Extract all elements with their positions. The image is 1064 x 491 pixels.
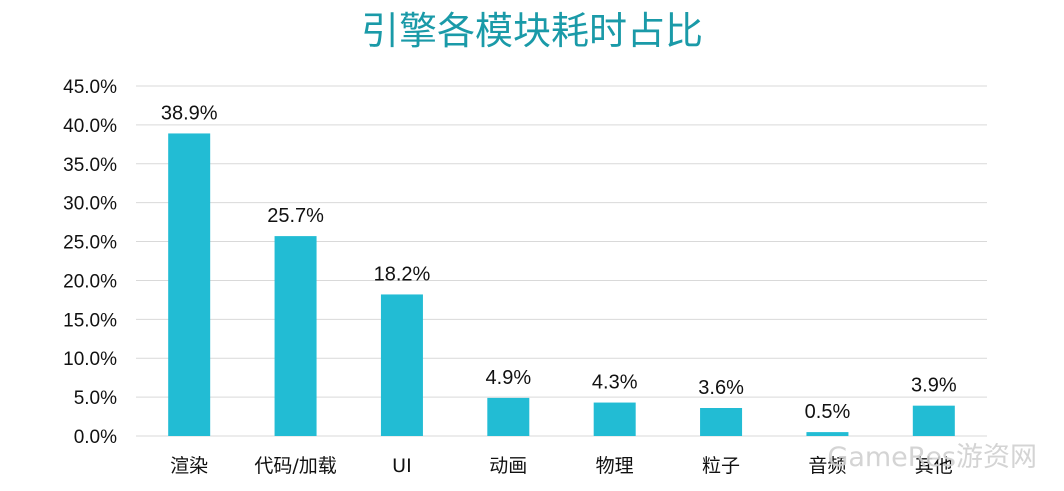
y-tick-label: 40.0% — [63, 116, 117, 137]
x-category-label: 动画 — [489, 455, 527, 477]
data-label: 4.9% — [486, 367, 532, 389]
y-tick-label: 0.0% — [74, 427, 117, 448]
bar-3 — [487, 397, 530, 436]
chart-title: 引擎各模块耗时占比 — [361, 9, 703, 53]
x-category-label: 物理 — [596, 455, 634, 477]
bar-0 — [168, 133, 211, 436]
data-label: 3.6% — [698, 377, 744, 399]
bar-4 — [593, 402, 636, 436]
grid-lines — [136, 85, 987, 437]
y-tick-label: 30.0% — [63, 194, 117, 215]
y-tick-label: 45.0% — [63, 77, 117, 98]
x-axis-categories: 渲染 代码/加载 UI 动画 物理 粒子 音频 其他 — [170, 455, 953, 477]
x-category-label: 渲染 — [170, 455, 208, 477]
x-category-label: 粒子 — [702, 455, 740, 477]
data-label: 18.2% — [374, 263, 431, 285]
x-category-label: 其他 — [915, 455, 953, 477]
y-tick-label: 10.0% — [63, 349, 117, 370]
x-category-label: UI — [392, 455, 412, 477]
data-label: 38.9% — [161, 102, 218, 124]
bar-6 — [806, 432, 849, 436]
y-tick-label: 15.0% — [63, 310, 117, 331]
x-category-label: 代码/加载 — [254, 455, 336, 477]
data-label: 4.3% — [592, 372, 638, 394]
data-label: 0.5% — [805, 401, 851, 423]
watermark-text: GameRes游资网 — [827, 442, 1037, 473]
data-labels: 38.9% 25.7% 18.2% 4.9% 4.3% 3.6% 0.5% 3.9% — [161, 102, 957, 423]
y-tick-label: 20.0% — [63, 271, 117, 292]
data-label: 3.9% — [911, 375, 957, 397]
bar-5 — [700, 408, 743, 436]
y-tick-label: 5.0% — [74, 388, 117, 409]
bars — [168, 133, 955, 436]
x-category-label: 音频 — [808, 455, 846, 477]
bar-2 — [380, 294, 423, 436]
data-label: 25.7% — [267, 205, 324, 227]
y-tick-label: 35.0% — [63, 155, 117, 176]
bar-7 — [912, 405, 955, 436]
y-tick-label: 25.0% — [63, 233, 117, 254]
y-axis-ticks: 0.0% 5.0% 10.0% 15.0% 20.0% 25.0% 30.0% 35.0% 40… — [63, 77, 117, 448]
bar-1 — [274, 236, 317, 436]
